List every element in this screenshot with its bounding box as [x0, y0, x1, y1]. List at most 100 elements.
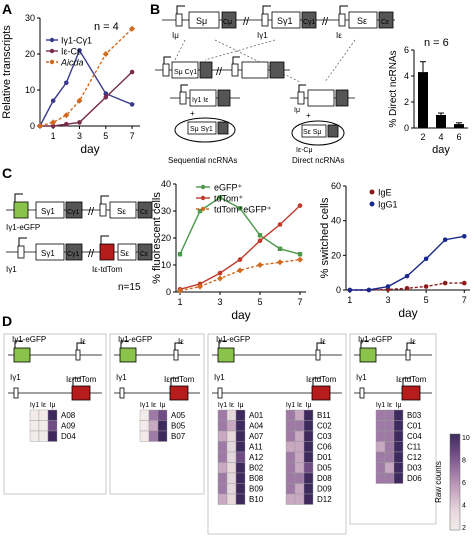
diagram-b: Sμ Cμ // Sγ1 Cγ1 // Sε Cε Iμ Iγ1 Iε: [155, 5, 395, 165]
clone-label: B10: [249, 495, 264, 504]
clone-label: B03: [407, 411, 422, 420]
heatmap-cell: [375, 462, 386, 474]
ig1-egfp-label: Iγ1-eGFP: [118, 335, 152, 344]
ig1-egfp-label: Iγ1-eGFP: [216, 335, 250, 344]
heatmap-cell: [294, 493, 305, 505]
heatmap-cell: [303, 430, 314, 442]
y-tick-label: 10: [25, 85, 35, 95]
data-point: [197, 208, 203, 214]
data-point: [366, 287, 372, 293]
ig1-label: Iγ1: [356, 373, 367, 382]
heatmap-cell: [217, 472, 228, 484]
ie-label: Iε: [320, 337, 326, 346]
data-point: [217, 270, 223, 276]
heatmap-cell: [139, 420, 150, 432]
heatmap-cell: [226, 483, 237, 495]
heatmap-cell: [303, 462, 314, 474]
heatmap-cell: [29, 420, 40, 432]
clone-label: B09: [249, 485, 264, 494]
svg-text://: //: [88, 206, 95, 218]
chart-b: 0 2 4 6 2 4 6 day % Direct ncRNAs n = 6: [388, 37, 468, 156]
x-tick-label: 5: [103, 131, 108, 141]
ie-label: Iε: [336, 31, 342, 40]
ce-box: [378, 11, 394, 29]
x-tick-label: 7: [297, 297, 302, 307]
tdtom-box: [401, 385, 421, 401]
se-box: [348, 11, 378, 29]
heatmap-col-header: Iμ: [306, 402, 312, 409]
data-point: [277, 259, 283, 266]
legend-label: eGFP⁺: [214, 183, 243, 193]
heatmap-cell: [285, 441, 296, 453]
heatmap-cell: [393, 441, 404, 453]
data-point: [277, 246, 283, 251]
diagram-c: Sγ1 Cγ1 // Sε Cε Iγ1-eGFP Sγ1 Cγ1 // Sε …: [6, 193, 155, 293]
ie-tdtom-label: Iε-tdTom: [164, 375, 195, 384]
y-tick-label: 0: [336, 285, 341, 295]
heatmap-cell: [157, 409, 168, 421]
heatmap-cell: [139, 430, 150, 442]
egfp-box: [13, 347, 31, 363]
y-tick-label: 40: [331, 216, 341, 226]
legend-label: tdTom⁺eGFP⁺: [214, 205, 272, 215]
heatmap-col-header: Iμ: [396, 402, 402, 409]
heatmap-cell: [235, 472, 246, 484]
tdtom-box: [169, 385, 189, 401]
heatmap-cell: [235, 430, 246, 442]
ie-label: Iε: [178, 337, 184, 346]
heatmap-cell: [235, 451, 246, 463]
heatmap-cell: [235, 420, 246, 432]
heatmap-cell: [285, 420, 296, 432]
heatmap-cell: [226, 441, 237, 453]
ig1-label: Iγ1: [257, 31, 268, 40]
n-label-a: n = 4: [94, 21, 119, 33]
heatmap-cell: [303, 420, 314, 432]
x-axis-label: day: [231, 308, 250, 322]
svg-text://: //: [243, 16, 250, 28]
x-tick-label: 5: [257, 297, 262, 307]
direct-label: Direct ncRNAs: [292, 156, 344, 165]
heatmap-cell: [29, 430, 40, 442]
data-point: [50, 119, 57, 126]
heatmap-cell: [148, 409, 159, 421]
clone-label: A01: [249, 411, 264, 420]
svg-text://: //: [216, 66, 223, 78]
heatmap-cell: [384, 441, 395, 453]
x-tick-label: 4: [438, 132, 443, 142]
heatmap-col-header: Iε: [151, 402, 156, 409]
tdtom-box: [71, 385, 91, 401]
data-point: [442, 237, 448, 243]
heatmap-cell: [235, 409, 246, 421]
clone-label: C06: [317, 443, 332, 452]
heatmap-cell: [235, 483, 246, 495]
heatmap-cell: [375, 441, 386, 453]
sequential-label: Sequential ncRNAs: [168, 156, 237, 165]
heatmap-cell: [303, 483, 314, 495]
y-tick-label: 0: [166, 287, 171, 297]
data-point: [257, 238, 263, 243]
heatmap-cell: [226, 472, 237, 484]
data-point: [442, 280, 448, 286]
heatmap-cell: [157, 420, 168, 432]
y-tick-label: 20: [161, 233, 171, 243]
heatmap-col-header: Iε: [387, 402, 392, 409]
heatmap-cell: [226, 420, 237, 432]
heatmap-cell: [285, 451, 296, 463]
heatmap-cell: [47, 409, 58, 421]
heatmap-col-header: Iγ1: [30, 402, 39, 409]
data-point: [50, 98, 56, 104]
clone-label: D05: [317, 464, 332, 473]
y-axis-label: % Direct ncRNAs: [388, 50, 399, 127]
data-point: [237, 257, 243, 262]
heatmap-cell: [393, 472, 404, 484]
clone-label: D12: [317, 495, 332, 504]
x-axis-label: day: [432, 144, 450, 156]
data-point: [103, 94, 109, 100]
heatmap-col-header: Iγ1: [286, 402, 295, 409]
heatmap-col-header: Iμ: [160, 402, 166, 409]
legend-marker: [200, 206, 206, 212]
heatmap-cell: [217, 451, 228, 463]
se-smu-label: Sε Sμ: [303, 129, 321, 136]
